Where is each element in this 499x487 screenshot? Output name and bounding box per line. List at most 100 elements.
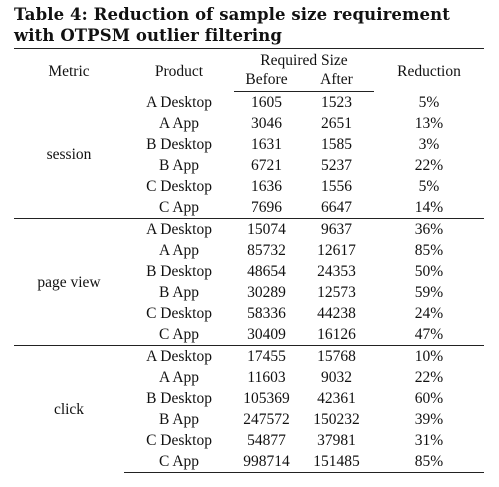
reduction-cell: 60%: [414, 390, 444, 407]
metric-group: click A Desktop 17455 15768 10% A App 11603 903…: [14, 345, 484, 473]
after-cell: 42361: [317, 390, 356, 407]
before-cell: 15074: [234, 218, 299, 240]
before-cell: 247572: [243, 411, 290, 428]
after-cell: 9637: [299, 218, 374, 240]
after-cell: 24353: [317, 263, 356, 280]
product-cell: B Desktop: [146, 263, 212, 280]
after-cell: 2651: [321, 115, 352, 132]
table-row: B Desktop 105369 42361 60%: [14, 388, 484, 409]
product-cell: A Desktop: [124, 218, 234, 240]
after-cell: 1523: [321, 94, 352, 111]
metric-group: session A Desktop 1605 1523 5% A App 3046 2651 1…: [14, 92, 484, 219]
table-row: C App 7696 6647 14%: [14, 197, 484, 219]
reduction-cell: 39%: [414, 411, 444, 428]
metric-cell: click: [14, 345, 124, 473]
metric-cell: page view: [14, 218, 124, 346]
reduction-cell: 31%: [414, 432, 444, 449]
table-row: B Desktop 48654 24353 50%: [14, 261, 484, 282]
product-cell: C Desktop: [146, 178, 212, 195]
before-cell: 58336: [247, 305, 286, 322]
before-cell: 105369: [243, 390, 290, 407]
table-row: session A Desktop 1605 1523 5%: [14, 92, 484, 164]
product-cell: A Desktop: [124, 345, 234, 367]
before-cell: 30409: [247, 326, 286, 343]
after-cell: 6647: [321, 199, 352, 216]
reduction-cell: 13%: [414, 115, 444, 132]
before-cell: 6721: [251, 157, 282, 174]
product-cell: C App: [158, 199, 200, 216]
before-cell: 54877: [247, 432, 286, 449]
after-cell: 15768: [299, 345, 374, 367]
header-row-top: Metric Product Required Size Reduction: [14, 48, 484, 92]
table-row: B App 6721 5237 22%: [14, 155, 484, 176]
before-cell: 85732: [247, 242, 286, 259]
sample-size-table: Metric Product Required Size Reduction B…: [14, 48, 484, 473]
header-reduction: Reduction: [374, 48, 484, 92]
reduction-cell: 24%: [414, 305, 444, 322]
after-cell: 150232: [313, 411, 360, 428]
product-cell: B App: [158, 284, 200, 301]
reduction-cell: 36%: [374, 218, 484, 240]
after-cell: 1585: [321, 136, 352, 153]
product-cell: C App: [124, 451, 234, 473]
table-container: Table 4: Reduction of sample size requir…: [14, 4, 484, 473]
header-metric: Metric: [14, 48, 124, 92]
before-cell: 30289: [247, 284, 286, 301]
after-cell: 1556: [321, 178, 352, 195]
table-row: C Desktop 54877 37981 31%: [14, 430, 484, 451]
table-row: B App 30289 12573 59%: [14, 282, 484, 303]
reduction-cell: 5%: [418, 178, 440, 195]
before-cell: 1636: [251, 178, 282, 195]
reduction-cell: 50%: [414, 263, 444, 280]
product-cell: B Desktop: [146, 390, 212, 407]
product-cell: A App: [158, 369, 200, 386]
table-row: page view A Desktop 15074 9637 36%: [14, 218, 484, 346]
table-row: C App 998714 151485 85%: [14, 451, 484, 473]
header-after: After: [299, 70, 374, 92]
after-cell: 12617: [317, 242, 356, 259]
table-row: C Desktop 1636 1556 5%: [14, 176, 484, 197]
reduction-cell: 59%: [414, 284, 444, 301]
after-cell: 37981: [317, 432, 356, 449]
table-caption: Table 4: Reduction of sample size requir…: [14, 5, 450, 45]
header-before: Before: [234, 70, 299, 92]
table-row: A App 11603 9032 22%: [14, 367, 484, 388]
table-header: Metric Product Required Size Reduction B…: [14, 48, 484, 92]
table-row: click A Desktop 17455 15768 10%: [14, 345, 484, 473]
after-cell: 16126: [317, 326, 356, 343]
product-cell: B App: [158, 157, 200, 174]
product-cell: A Desktop: [146, 93, 212, 111]
reduction-cell: 5%: [418, 93, 440, 111]
table-row: C App 30409 16126 47%: [14, 324, 484, 346]
product-cell: C Desktop: [146, 432, 212, 449]
product-cell: C Desktop: [146, 305, 212, 322]
product-cell: B Desktop: [146, 136, 212, 153]
table-row: A App 85732 12617 85%: [14, 240, 484, 261]
product-cell: A App: [158, 115, 200, 132]
product-cell: C App: [158, 326, 200, 343]
reduction-cell: 85%: [374, 451, 484, 473]
reduction-cell: 85%: [414, 242, 444, 259]
after-cell: 5237: [321, 157, 352, 174]
product-cell: A App: [158, 242, 200, 259]
header-product: Product: [124, 48, 234, 92]
reduction-cell: 22%: [414, 157, 444, 174]
after-cell: 151485: [299, 451, 374, 473]
reduction-cell: 14%: [414, 199, 444, 216]
table-row: C Desktop 58336 44238 24%: [14, 303, 484, 324]
after-cell: 9032: [321, 369, 352, 386]
before-cell: 7696: [251, 199, 282, 216]
reduction-cell: 47%: [414, 326, 444, 343]
reduction-cell: 3%: [418, 136, 440, 153]
reduction-cell: 22%: [414, 369, 444, 386]
metric-cell: session: [46, 146, 92, 164]
table-row: A App 3046 2651 13%: [14, 113, 484, 134]
before-cell: 3046: [251, 115, 282, 132]
header-row-sub: Before After: [14, 70, 484, 92]
before-cell: 11603: [247, 369, 286, 386]
table-row: B App 247572 150232 39%: [14, 409, 484, 430]
after-cell: 44238: [317, 305, 356, 322]
before-cell: 17455: [234, 345, 299, 367]
after-cell: 12573: [317, 284, 356, 301]
table-row: B Desktop 1631 1585 3%: [14, 134, 484, 155]
